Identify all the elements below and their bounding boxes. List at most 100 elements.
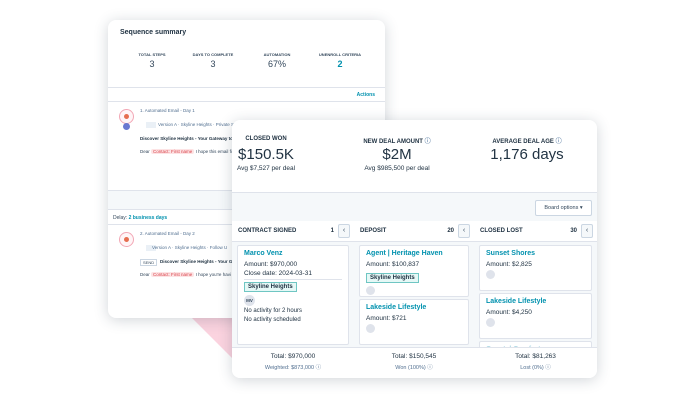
column-name: CONTRACT SIGNED	[238, 228, 297, 234]
stat-label: TOTAL STEPS	[138, 52, 166, 57]
step-icon-core	[124, 237, 129, 242]
column-name: CLOSED LOST	[480, 228, 523, 234]
deal-amount: Amount: $4,250	[486, 309, 532, 316]
deal-activity: No activity for 2 hours	[244, 308, 303, 314]
deal-amount: Amount: $721	[366, 315, 407, 322]
column-footer-note: Weighted: $873,000 ⓘ	[264, 365, 322, 371]
stat-value: 3	[149, 59, 155, 69]
step-body: Dear Contact: First name I hope you're h…	[140, 272, 231, 277]
column-footer-note: Lost (0%) ⓘ	[520, 365, 551, 371]
step-version: Version A · Skyline Heights · Follow U	[152, 245, 228, 250]
deal-title: Marco Venz	[244, 250, 283, 257]
column-footer	[232, 347, 355, 378]
metric-sub: Avg $7,527 per deal	[236, 165, 296, 172]
column-total: Total: $81,263	[515, 353, 556, 360]
stat-label: UNENROLL CRITERIA	[318, 52, 362, 57]
stat-label: DAYS TO COMPLETE	[192, 52, 234, 57]
column-count: 20	[447, 228, 454, 234]
deals-card: CLOSED WON $150.5K Avg $7,527 per deal NEW …	[232, 120, 597, 378]
deal-card[interactable]: Agent | Heritage Haven Amount: $100,837 Sk…	[359, 245, 469, 297]
metric-value: $150.5K	[238, 146, 294, 163]
stat-label: AUTOMATION	[263, 52, 291, 57]
token: Contact: First name	[151, 272, 195, 277]
version-chip	[146, 122, 156, 128]
footer-text: Lost (0%)	[520, 365, 544, 371]
column-name: DEPOSIT	[360, 228, 387, 234]
deal-card[interactable]: Marco Venz Amount: $970,000 Close date: 20…	[237, 245, 349, 345]
metric-label-text: AVERAGE DEAL AGE	[492, 139, 554, 145]
body-text: I hope you're havi	[195, 272, 231, 277]
avatar	[366, 286, 375, 295]
footer-text: Weighted: $873,000	[264, 365, 315, 371]
delay-label: Delay:	[113, 215, 128, 221]
metric-label-text: NEW DEAL AMOUNT	[363, 139, 423, 145]
step-title: 2. Automated Email - Day 2	[140, 231, 195, 236]
collapse-button[interactable]: ‹	[458, 224, 470, 238]
deal-scheduled: No activity scheduled	[244, 317, 301, 323]
column-count: 30	[570, 228, 577, 234]
info-icon: ⓘ	[555, 139, 562, 145]
step-body: Dear Contact: First name I hope this ema…	[140, 149, 232, 154]
stat-value: 3	[210, 59, 216, 69]
column-footer	[354, 347, 475, 378]
avatar: MV	[244, 295, 255, 306]
actions-button[interactable]: Actions	[356, 92, 375, 98]
greeting: Dear	[140, 149, 150, 154]
send-badge: SEND	[140, 259, 158, 266]
delay-text: Delay: 2 business days	[113, 215, 167, 221]
deal-amount: Amount: $2,825	[486, 261, 532, 268]
version-chip	[146, 245, 156, 251]
avatar	[486, 318, 495, 327]
column-footer	[474, 347, 597, 378]
column-total: Total: $970,000	[270, 353, 316, 360]
step-version: Version A · Skyline Heights · Private Sh	[158, 122, 237, 127]
metric-label-text: CLOSED WON	[245, 136, 287, 142]
deal-title: Lakeside Lifestyle	[366, 304, 427, 311]
deal-card[interactable]: Sunset Shores Amount: $2,825	[479, 245, 592, 291]
card-title: Sequence summary	[120, 29, 187, 36]
deal-tag: Skyline Heights	[366, 273, 419, 283]
avatar	[486, 270, 495, 279]
step-subject: Discover Skyline Heights - Your Gateway …	[140, 136, 237, 141]
avatar	[366, 324, 375, 333]
metric-sub: Avg $985,500 per deal	[364, 165, 430, 172]
footer-text: Won (100%)	[395, 365, 426, 371]
metric-label: NEW DEAL AMOUNT ⓘ	[337, 136, 457, 145]
metric-value: 1,176 days	[490, 146, 564, 163]
collapse-button[interactable]: ‹	[581, 224, 593, 238]
deal-title: Agent | Heritage Haven	[366, 250, 443, 257]
step-badge	[123, 123, 130, 130]
deal-close-date: Close date: 2024-03-31	[244, 270, 312, 277]
token: Contact: First name	[151, 149, 195, 154]
step-icon-core	[124, 114, 129, 119]
stat-value: 67%	[267, 59, 286, 69]
body-text: I hope this email fi	[195, 149, 232, 154]
deal-card[interactable]: Lakeside Lifestyle Amount: $721	[359, 299, 469, 345]
divider	[108, 87, 385, 88]
deal-amount: Amount: $100,837	[366, 261, 420, 268]
stat-value: 2	[337, 59, 343, 69]
column-header-bg	[474, 221, 597, 241]
metric-label: CLOSED WON	[232, 136, 326, 142]
info-icon: ⓘ	[424, 139, 431, 145]
step-subject: Discover Skyline Heights - Your Gateway	[160, 259, 248, 264]
delay-value: 2 business days	[128, 215, 168, 221]
deal-title: Lakeside Lifestyle	[486, 298, 547, 305]
divider	[108, 101, 385, 102]
greeting: Dear	[140, 272, 150, 277]
board-options-label: Board options	[544, 205, 579, 211]
divider	[244, 279, 342, 280]
collapse-button[interactable]: ‹	[338, 224, 350, 238]
column-footer-note: Won (100%) ⓘ	[395, 365, 433, 371]
column-total: Total: $150,545	[391, 353, 437, 360]
deal-card[interactable]: Lakeside Lifestyle Amount: $4,250	[479, 293, 592, 339]
deal-title: Sunset Shores	[486, 250, 536, 257]
deal-tag: Skyline Heights	[244, 282, 297, 292]
metric-value: $2M	[382, 146, 412, 163]
board-options-button[interactable]: Board options ▾	[535, 200, 592, 216]
deal-amount: Amount: $970,000	[244, 261, 298, 268]
metric-label: AVERAGE DEAL AGE ⓘ	[467, 136, 587, 145]
column-count: 1	[330, 228, 334, 234]
step-title: 1. Automated Email - Day 1	[140, 108, 195, 113]
